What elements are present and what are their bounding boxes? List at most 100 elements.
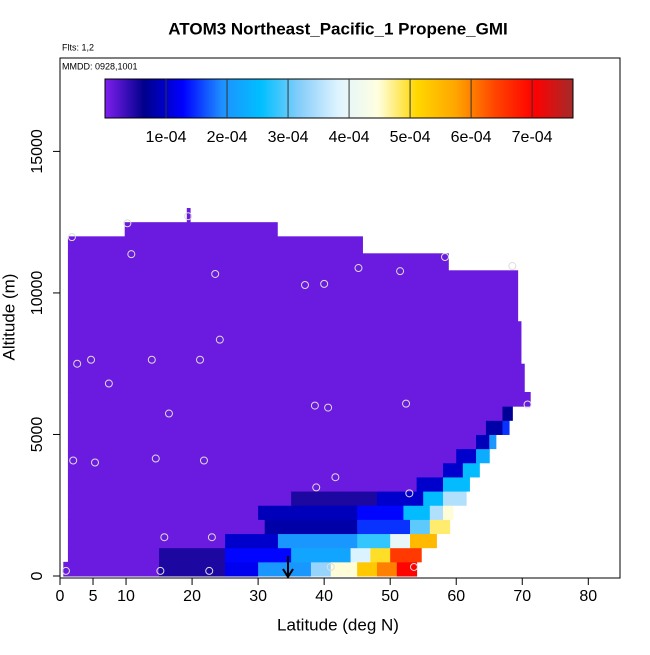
cell [67,253,449,271]
cell [396,561,418,577]
y-tick-label: 5000 [29,417,46,453]
flight-point [211,269,220,278]
cell [258,505,358,520]
flight-point [331,473,340,482]
flight-point [301,281,309,290]
cell [67,547,160,563]
colorbar [104,78,574,119]
cell [502,420,510,435]
flight-point [69,456,78,465]
cell [291,547,352,563]
x-tick-label: 10 [117,588,135,605]
cell [186,208,191,223]
flight-point [523,400,532,409]
colorbar-tick-label: 4e-04 [329,129,370,146]
cell [291,491,378,506]
cell [159,547,226,563]
cell [124,222,278,237]
cell [429,505,444,520]
colorbar-tick-label: 1e-04 [146,129,187,146]
cell [67,448,457,464]
x-tick-label: 30 [249,588,267,605]
cell [67,392,531,407]
cell [350,547,371,563]
cell [443,491,467,506]
cell [376,491,424,506]
cell [357,561,378,577]
cell [429,519,451,535]
cell [390,547,422,563]
flight-point [320,279,329,288]
cell [225,547,292,563]
flights-note: Flts: 1,2 [62,42,94,52]
flight-point [123,219,132,228]
flight-point [207,533,216,542]
cell [456,448,477,464]
flight-point [160,533,169,542]
chart-title: ATOM3 Northeast_Pacific_1 Propene_GMI [168,19,507,38]
flight-point [184,212,193,221]
flight-point [215,335,224,344]
cell [476,448,490,464]
cell [410,519,431,535]
cell [485,420,503,435]
x-tick-label: 80 [579,588,597,605]
cell [376,561,398,577]
cell [357,519,411,535]
flight-point [310,401,319,410]
y-tick-label: 15000 [29,129,46,174]
cell [370,547,391,563]
cell [67,519,266,535]
cell [225,561,259,577]
flight-point [199,456,208,465]
flight-point [396,267,405,276]
flight-point [67,233,76,242]
flight-point [441,252,449,261]
flight-point [147,355,156,364]
heatmap [63,208,531,577]
cell [502,406,513,421]
cell [264,519,358,535]
x-tick-label: 50 [381,588,399,605]
y-axis-label: Altitude (m) [0,274,18,361]
cell [310,561,332,577]
x-tick-label: 60 [447,588,465,605]
flight-point [87,355,96,364]
cell [67,533,226,549]
colorbar-tick-label: 6e-04 [451,129,492,146]
cell [330,561,358,577]
cell [443,462,464,478]
cell [423,491,444,506]
cell [67,462,444,478]
flight-point [205,566,214,575]
plot-frame [59,57,621,579]
cell [403,505,431,520]
colorbar-tick-label: 5e-04 [390,129,431,146]
cell [410,533,437,549]
flight-point [402,399,411,408]
cell [67,236,363,254]
flight-point [164,409,173,418]
flight-point [508,262,517,271]
cell [67,476,418,492]
flight-points [61,212,532,575]
cell [357,533,391,549]
x-tick-label: 40 [315,588,333,605]
x-tick-label: 20 [183,588,201,605]
cell [67,270,519,322]
cell [476,434,490,450]
y-tick-label: 0 [29,571,46,580]
cell [67,491,292,506]
cell [63,561,160,577]
cell [225,533,279,549]
cell [67,363,525,393]
cell [443,476,470,492]
x-tick-label: 0 [56,588,65,605]
x-tick-label: 70 [513,588,531,605]
flight-point [312,483,321,492]
flight-point [73,359,82,368]
cell [159,561,226,577]
colorbar-tick-label: 3e-04 [268,129,309,146]
cell [67,321,522,365]
colorbar-tick-label: 7e-04 [512,129,553,146]
